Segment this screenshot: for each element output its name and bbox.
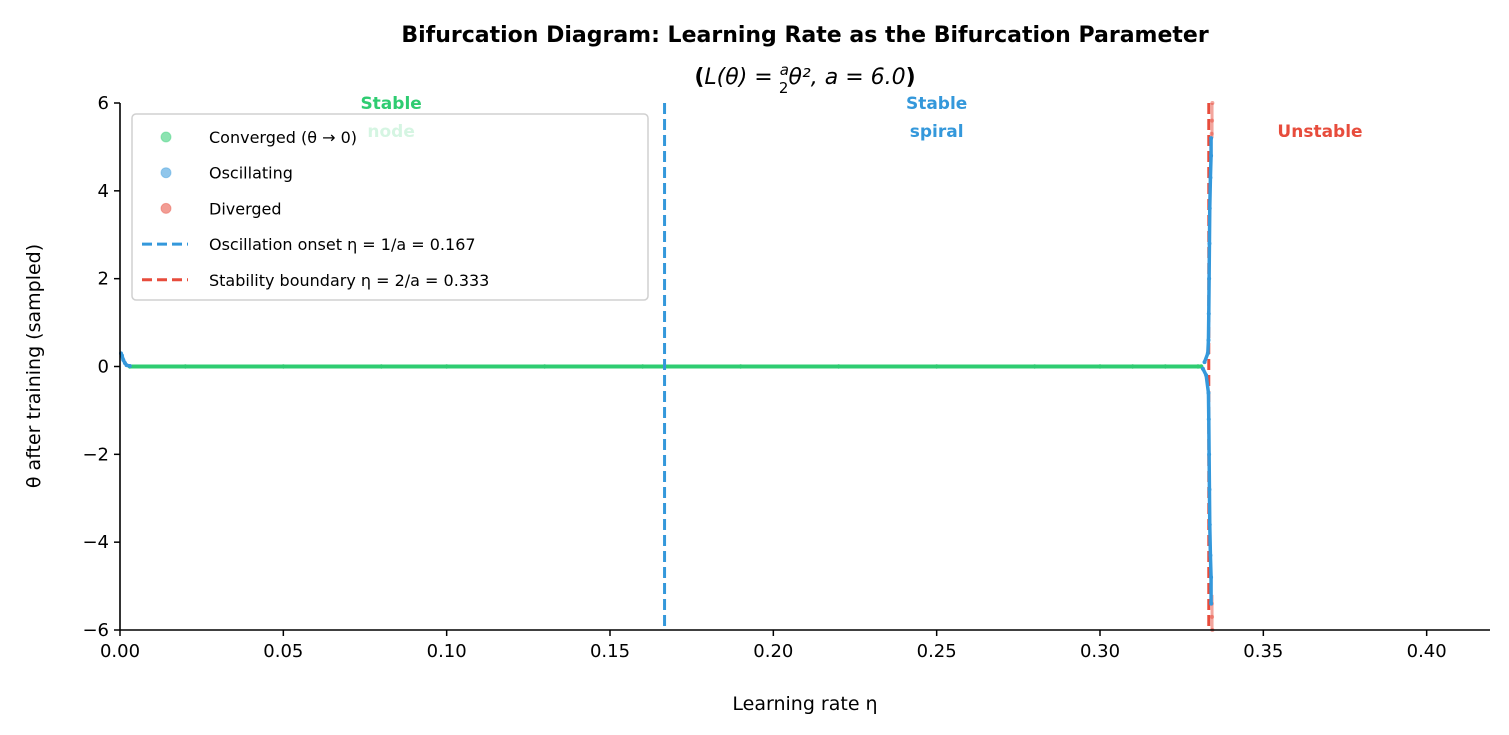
converged-point bbox=[1195, 364, 1201, 369]
legend-label: Diverged bbox=[209, 199, 282, 218]
y-tick-label: −2 bbox=[82, 444, 109, 465]
region-annotation: Stable bbox=[360, 94, 421, 114]
converged-point bbox=[281, 364, 286, 369]
x-tick-label: 0.15 bbox=[590, 641, 630, 662]
region-annotation: Stable bbox=[906, 94, 967, 114]
oscillating-point bbox=[1206, 338, 1211, 343]
subtitle-open: ( bbox=[694, 65, 704, 90]
converged-point bbox=[1163, 364, 1168, 369]
legend-label: Oscillation onset η = 1/a = 0.167 bbox=[209, 235, 476, 254]
x-tick-label: 0.05 bbox=[263, 641, 303, 662]
axes: 0.00 0.05 0.10 0.15 0.20 0.25 0.30 0.35 0.40 −6 −4… bbox=[82, 93, 1490, 662]
x-tick-label: 0.00 bbox=[100, 641, 140, 662]
oscillating-point bbox=[1207, 452, 1212, 457]
region-annotation: spiral bbox=[910, 122, 964, 142]
converged-point bbox=[738, 364, 743, 369]
y-tick-label: 0 bbox=[98, 357, 109, 378]
oscillating-point bbox=[1207, 276, 1212, 281]
diverged-point bbox=[1210, 118, 1215, 123]
legend-marker-2 bbox=[160, 202, 172, 214]
oscillating-point bbox=[1206, 390, 1211, 395]
oscillating-point bbox=[1207, 522, 1212, 527]
chart-subtitle: (L(θ) = a 2θ², a = 6.0) bbox=[694, 61, 915, 97]
x-axis-label: Learning rate η bbox=[732, 693, 877, 715]
chart-title: Bifurcation Diagram: Learning Rate as th… bbox=[401, 23, 1209, 48]
subtitle-frac-num: a bbox=[780, 61, 789, 79]
oscillating-point bbox=[124, 363, 129, 368]
oscillating-point bbox=[1207, 206, 1212, 211]
converged-point bbox=[542, 364, 547, 369]
annotations: StablenodeStablespiralUnstable bbox=[360, 94, 1362, 142]
x-tick-label: 0.25 bbox=[917, 641, 957, 662]
legend-frame bbox=[131, 113, 649, 301]
y-tick-label: −6 bbox=[82, 620, 109, 641]
oscillating-point bbox=[1200, 366, 1205, 371]
diverged-point bbox=[1210, 101, 1215, 105]
legend-label: Converged (θ → 0) bbox=[209, 128, 357, 147]
legend-marker-0 bbox=[160, 131, 172, 143]
oscillating-point bbox=[1206, 417, 1211, 422]
diverged-point bbox=[1210, 614, 1215, 619]
converged-point bbox=[1097, 364, 1103, 369]
oscillating-point bbox=[1205, 351, 1210, 356]
oscillating-point bbox=[1207, 487, 1212, 492]
oscillating-point bbox=[1207, 241, 1212, 246]
x-tick-label: 0.35 bbox=[1243, 641, 1283, 662]
oscillating-point bbox=[1209, 575, 1214, 580]
oscillating-point bbox=[1208, 175, 1213, 180]
oscillating-point bbox=[1202, 360, 1207, 365]
y-tick-label: 2 bbox=[98, 269, 109, 290]
oscillating-point bbox=[127, 364, 132, 369]
oscillating-branch-upper bbox=[1202, 138, 1213, 363]
oscillating-point bbox=[1204, 373, 1209, 378]
plot-area bbox=[118, 101, 1215, 632]
converged-point bbox=[183, 364, 188, 369]
converged-point bbox=[640, 364, 645, 369]
oscillating-point bbox=[1209, 153, 1214, 158]
converged-point bbox=[836, 364, 841, 369]
y-tick-label: 4 bbox=[98, 181, 109, 202]
oscillating-point bbox=[121, 357, 126, 362]
y-axis-label: θ after training (sampled) bbox=[23, 244, 45, 488]
legend-marker-1 bbox=[160, 167, 172, 179]
x-tick-label: 0.20 bbox=[753, 641, 793, 662]
oscillating-point bbox=[1209, 601, 1214, 606]
subtitle-lhs: L(θ) = bbox=[704, 65, 779, 90]
x-tick-label: 0.30 bbox=[1080, 641, 1120, 662]
oscillating-point bbox=[1209, 136, 1214, 141]
oscillating-branch-lower bbox=[1201, 367, 1213, 604]
converged-point bbox=[379, 364, 384, 369]
x-tick-label: 0.10 bbox=[427, 641, 467, 662]
oscillating-point bbox=[1206, 311, 1211, 316]
legend-label: Stability boundary η = 2/a = 0.333 bbox=[209, 271, 489, 290]
y-tick-label: 6 bbox=[98, 93, 109, 114]
legend: Converged (θ → 0) Oscillating Diverged Osci… bbox=[131, 113, 649, 301]
diverged-point bbox=[1209, 131, 1214, 136]
converged-point bbox=[934, 364, 939, 369]
y-tick-label: −4 bbox=[82, 532, 109, 553]
converged-point bbox=[1130, 364, 1135, 369]
converged-point bbox=[1032, 364, 1037, 369]
subtitle-rhs: θ², a = 6.0 bbox=[788, 65, 905, 90]
x-tick-label: 0.40 bbox=[1407, 641, 1447, 662]
oscillating-point bbox=[1208, 553, 1213, 558]
legend-label: Oscillating bbox=[209, 164, 293, 183]
subtitle-close: ) bbox=[906, 65, 916, 90]
converged-point bbox=[444, 364, 449, 369]
subtitle-frac-den: 2 bbox=[779, 79, 789, 97]
region-annotation: Unstable bbox=[1277, 122, 1362, 142]
oscillating-point bbox=[119, 353, 124, 358]
